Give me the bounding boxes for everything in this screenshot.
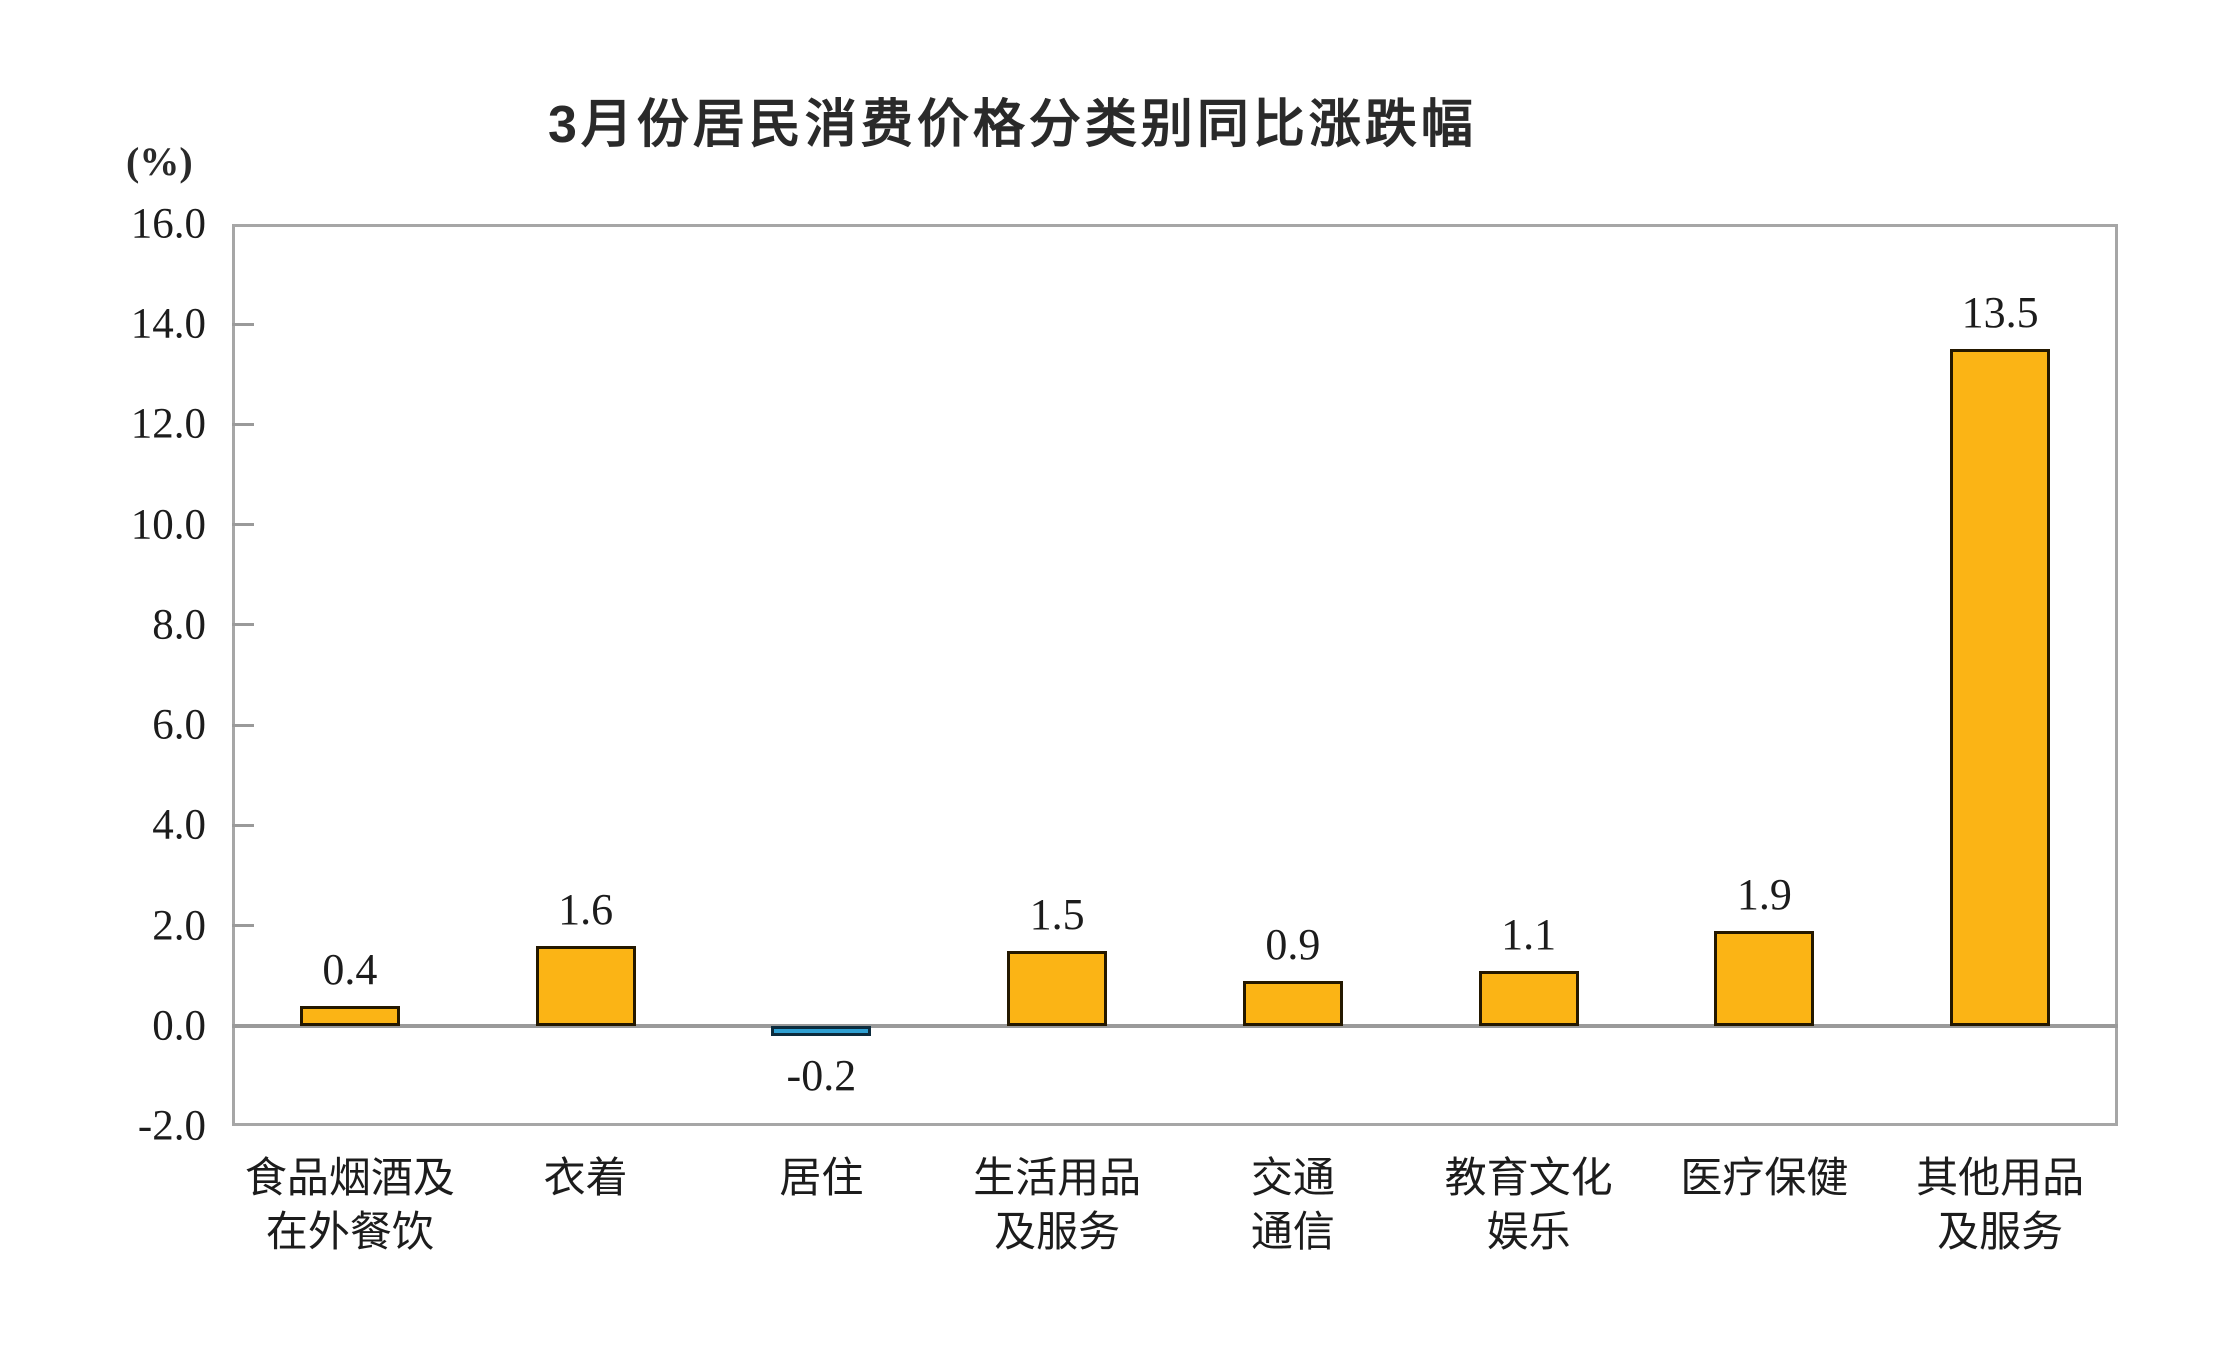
bar-value-label: 1.5: [1029, 889, 1085, 939]
y-tick-mark: [232, 924, 254, 928]
y-tick-mark: [232, 422, 254, 426]
bar: [1714, 930, 1815, 1026]
bar-value-label: 1.6: [558, 884, 614, 934]
y-tick-label: 4.0: [152, 801, 206, 849]
chart-title: 3月份居民消费价格分类别同比涨跌幅: [548, 96, 1477, 154]
bar-value-label: 1.9: [1736, 869, 1792, 919]
bar-value-label: -0.2: [786, 1050, 857, 1100]
y-tick-label: 12.0: [130, 400, 206, 448]
plot-area: [232, 224, 2118, 1126]
category-label: 衣着: [543, 1156, 628, 1202]
bar-negative: [771, 1025, 872, 1036]
category-label: 居住: [779, 1156, 864, 1202]
zero-line: [232, 1023, 2118, 1028]
bar: [535, 945, 636, 1026]
y-tick-label: 8.0: [152, 601, 206, 649]
y-axis-unit-label: (%): [126, 139, 193, 184]
bar-value-label: 13.5: [1961, 288, 2039, 338]
y-tick-label: 16.0: [130, 200, 206, 248]
category-label: 食品烟酒及 在外餐饮: [244, 1156, 455, 1256]
y-tick-mark: [232, 723, 254, 727]
bar: [1242, 980, 1343, 1026]
y-tick-label: 10.0: [130, 501, 206, 549]
bar: [1950, 349, 2051, 1026]
category-label: 其他用品 及服务: [1916, 1156, 2085, 1256]
y-tick-label: 0.0: [152, 1002, 206, 1050]
bar: [1478, 970, 1579, 1026]
y-tick-label: 6.0: [152, 701, 206, 749]
bar: [299, 1005, 400, 1026]
category-label: 教育文化 娱乐: [1444, 1156, 1613, 1256]
y-tick-mark: [232, 623, 254, 627]
y-tick-label: -2.0: [137, 1102, 206, 1150]
bar-value-label: 0.9: [1265, 919, 1321, 969]
bar: [1007, 950, 1108, 1026]
y-tick-mark: [232, 823, 254, 827]
y-tick-mark: [232, 523, 254, 527]
y-tick-mark: [232, 322, 254, 326]
category-label: 交通 通信: [1250, 1156, 1335, 1256]
y-tick-label: 14.0: [130, 300, 206, 348]
bar-value-label: 0.4: [322, 944, 378, 994]
category-label: 生活用品 及服务: [973, 1156, 1142, 1256]
bar-value-label: 1.1: [1501, 909, 1557, 959]
category-label: 医疗保健: [1680, 1156, 1849, 1202]
y-tick-label: 2.0: [152, 902, 206, 950]
